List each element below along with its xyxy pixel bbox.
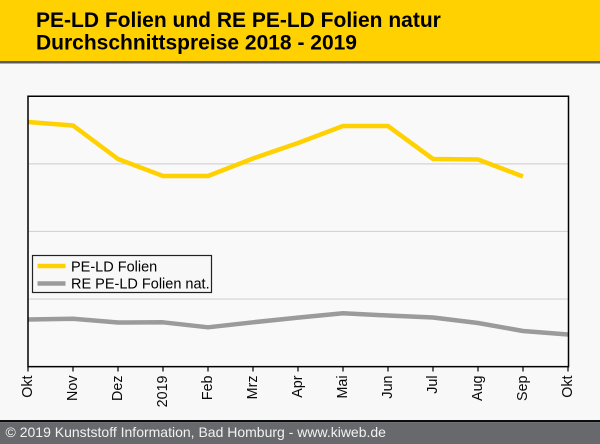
svg-text:Sep: Sep xyxy=(515,375,531,400)
svg-text:Jun: Jun xyxy=(380,375,396,398)
svg-text:Dez: Dez xyxy=(110,376,126,401)
svg-text:Nov: Nov xyxy=(65,375,81,401)
svg-text:2019: 2019 xyxy=(155,375,171,407)
svg-text:Apr: Apr xyxy=(290,375,306,397)
svg-text:PE-LD Folien und RE PE-LD Foli: PE-LD Folien und RE PE-LD Folien natur xyxy=(36,9,441,32)
svg-text:Feb: Feb xyxy=(200,375,216,400)
svg-text:Jul: Jul xyxy=(425,376,441,394)
svg-text:RE PE-LD Folien nat.: RE PE-LD Folien nat. xyxy=(71,277,210,293)
svg-text:© 2019 Kunststoff Information,: © 2019 Kunststoff Information, Bad Hombu… xyxy=(6,424,387,440)
svg-text:Okt: Okt xyxy=(560,375,576,397)
svg-text:Mai: Mai xyxy=(335,376,351,399)
svg-text:Durchschnittspreise 2018 - 201: Durchschnittspreise 2018 - 2019 xyxy=(36,32,357,55)
svg-text:Mrz: Mrz xyxy=(245,376,261,400)
svg-text:PE-LD Folien: PE-LD Folien xyxy=(71,259,157,275)
svg-text:Aug: Aug xyxy=(470,375,486,400)
svg-text:Okt: Okt xyxy=(20,375,36,397)
